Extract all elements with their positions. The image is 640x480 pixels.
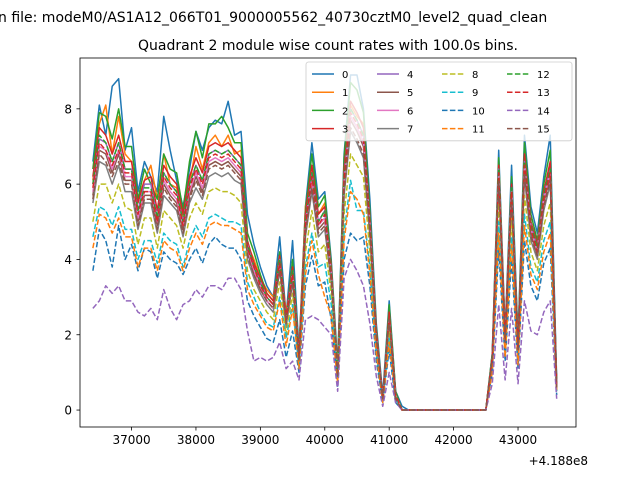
x-tick-label: 37000 [112,433,150,447]
legend-label-8: 8 [472,70,478,81]
x-tick-label: 41000 [370,433,408,447]
x-tick-label: 38000 [177,433,215,447]
legend-label-5: 5 [407,88,413,99]
series-line-15 [92,126,558,411]
series-line-8 [92,153,558,411]
axes-frame [79,57,577,428]
legend-label-3: 3 [342,125,348,136]
x-tick-label: 40000 [306,433,344,447]
y-tick-label: 8 [64,102,72,116]
axes-layer: 37000 38000 39000 40000 41000 42000 43000 0 2 4 6 8… [64,57,588,468]
y-tick-label: 2 [64,328,72,342]
legend-box [305,61,573,142]
chart-title: Quadrant 2 module wise count rates with … [138,38,518,54]
legend-label-11: 11 [472,125,485,136]
legend-label-6: 6 [407,106,413,117]
legend-label-0: 0 [342,70,348,81]
series-layer [92,74,558,411]
figure-suptitle: n file: modeM0/AS1A12_066T01_9000005562_… [0,10,547,26]
legend-label-13: 13 [537,88,550,99]
series-line-14 [92,258,558,411]
legend-label-1: 1 [342,88,348,99]
x-tick-label: 42000 [435,433,473,447]
x-tick-label: 43000 [499,433,537,447]
legend-label-14: 14 [537,106,550,117]
y-tick-label: 4 [64,253,72,267]
legend-label-12: 12 [537,70,550,81]
legend-label-7: 7 [407,125,413,136]
x-offset-label: +4.188e8 [529,454,588,468]
y-tick-label: 6 [64,178,72,192]
legend-label-9: 9 [472,88,478,99]
x-tick-label: 39000 [241,433,279,447]
legend-label-10: 10 [472,106,485,117]
legend-label-2: 2 [342,106,348,117]
legend-label-15: 15 [537,125,550,136]
legend-label-4: 4 [407,70,413,81]
y-tick-label: 0 [64,404,72,418]
series-line-11 [92,190,558,411]
